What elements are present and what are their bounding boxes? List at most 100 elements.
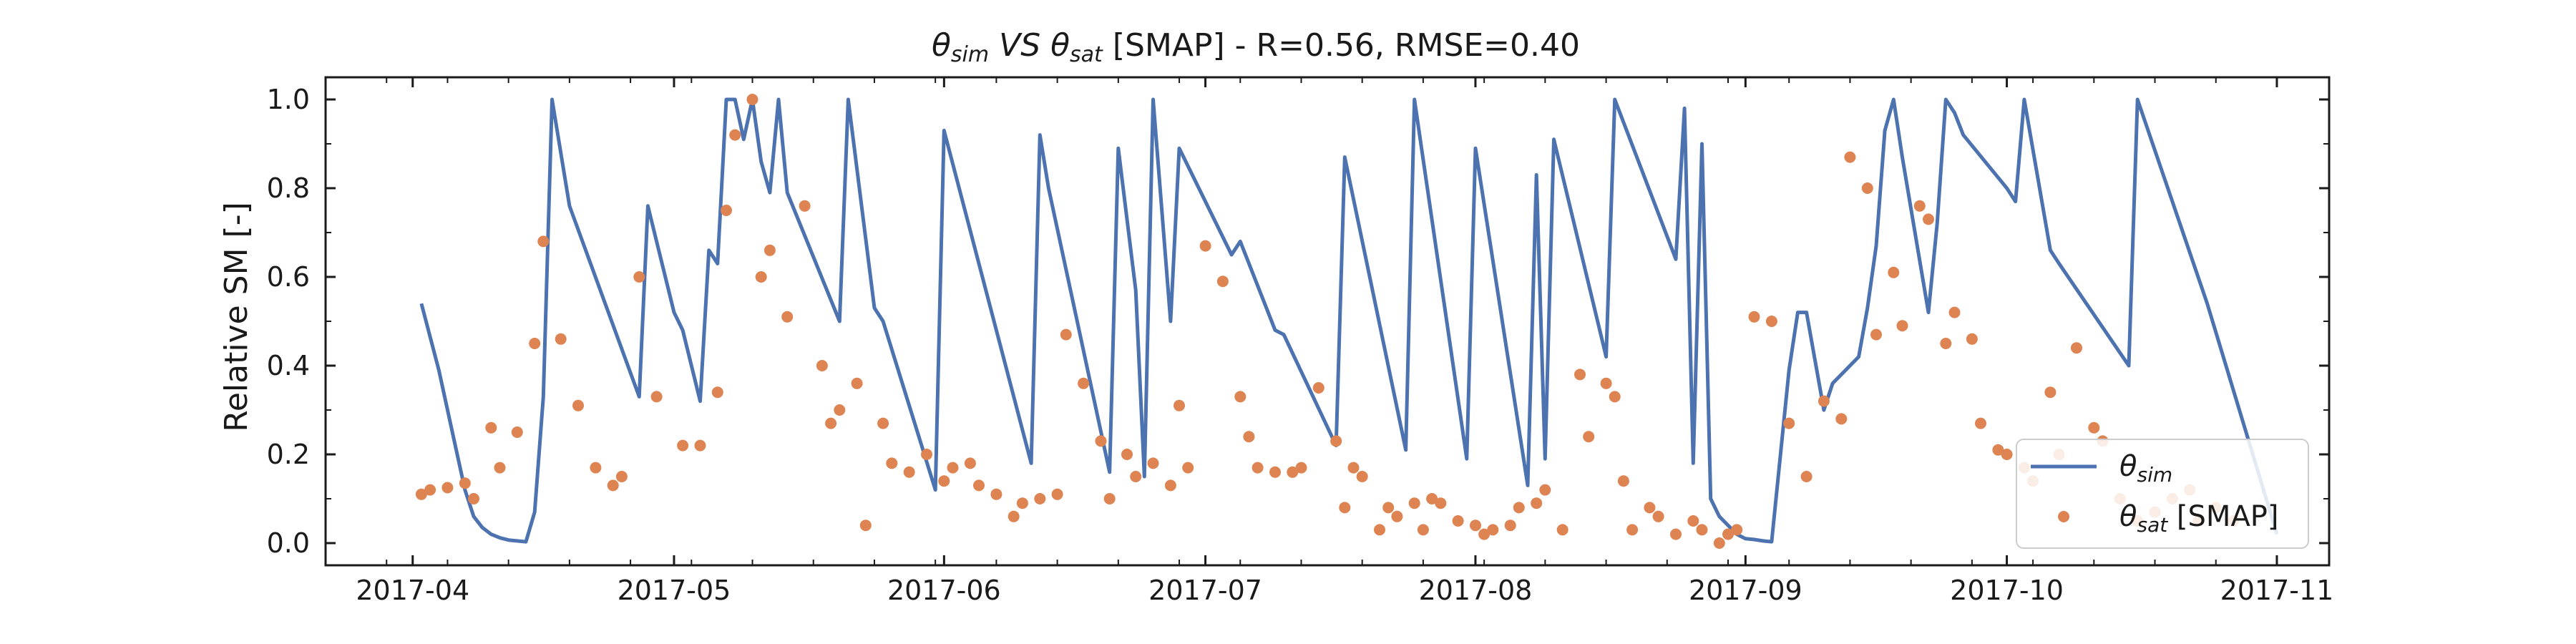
series-sat-point <box>1130 471 1142 482</box>
series-sat-point <box>781 311 794 323</box>
series-sat-point <box>2071 342 2082 354</box>
series-sat-point <box>2044 386 2057 399</box>
series-sat-point <box>555 333 567 345</box>
series-sat-point <box>1243 431 1255 443</box>
series-sat-point <box>494 462 506 474</box>
series-sat-point <box>1722 528 1734 540</box>
series-sat-point <box>485 421 497 434</box>
series-sat-point <box>877 417 889 429</box>
series-sat-point <box>1164 479 1176 492</box>
y-tick-label: 0.0 <box>267 527 310 559</box>
series-sat-point <box>1382 502 1395 514</box>
series-sat-point <box>1539 484 1551 496</box>
series-sim-line <box>419 97 2279 544</box>
series-sat-point <box>1417 524 1429 536</box>
series-sat-point <box>694 439 706 452</box>
plot-area: 0.0 0.2 0.4 0.6 0.8 1.0 2017-04 2017-05 2017-06 2… <box>267 76 2334 606</box>
series-sat-point <box>2001 449 2013 460</box>
series-sat-point <box>415 488 427 500</box>
series-sat-point <box>1199 240 1211 252</box>
series-sat-point <box>1008 510 1020 522</box>
series-sat-point <box>1556 524 1568 536</box>
series-sat-point <box>799 200 811 212</box>
series-sat-point <box>1452 515 1464 527</box>
series-sat-point <box>537 235 550 248</box>
series-sat-point <box>1896 320 1908 332</box>
series-sat-point <box>615 471 628 482</box>
series-sat-point <box>1713 537 1725 549</box>
series-sat-point <box>1478 528 1491 540</box>
y-tick-label: 0.4 <box>267 350 310 381</box>
x-tick-label: 2017-09 <box>1689 575 1802 606</box>
series-sat-point <box>1234 391 1246 403</box>
series-sat-point <box>572 399 584 411</box>
x-tick-label: 2017-08 <box>1419 575 1533 606</box>
series-sat-point <box>1940 338 1952 349</box>
y-tick-label: 0.2 <box>267 439 310 470</box>
series-sat-point <box>964 457 976 469</box>
series-sat-point <box>1966 333 1978 345</box>
series-sat-point <box>825 417 837 429</box>
series-sat-point <box>2088 421 2100 434</box>
series-sat-point <box>1312 382 1324 394</box>
series-sat-point <box>1095 435 1107 447</box>
series-sat-point <box>1818 395 1830 407</box>
axis-ticks: 0.0 0.2 0.4 0.6 0.8 1.0 2017-04 2017-05 2017-06 2… <box>267 77 2334 606</box>
series-sat-point <box>511 426 523 438</box>
series-sat-point <box>816 360 828 371</box>
series-sat-point <box>1583 431 1595 443</box>
x-tick-label: 2017-07 <box>1148 575 1262 606</box>
series-sat-point <box>1574 369 1586 381</box>
series-sat-point <box>1513 502 1525 514</box>
series-sat-point <box>1182 462 1194 474</box>
series-sat-group <box>415 94 2240 549</box>
series-sat-point <box>459 477 471 489</box>
series-sat-point <box>1374 524 1385 536</box>
series-sat-point <box>1644 502 1656 514</box>
series-sat-point <box>1652 510 1664 522</box>
series-sat-point <box>746 94 758 105</box>
series-sat-point <box>1174 399 1185 411</box>
series-sat-point <box>711 386 723 399</box>
legend-sat-swatch <box>2058 511 2069 522</box>
series-sat-point <box>1531 497 1543 509</box>
series-sat-point <box>851 377 863 389</box>
series-sat-point <box>1888 266 1900 278</box>
chart-title: θsim VS θsat [SMAP] - R=0.56, RMSE=0.40 <box>932 27 1580 67</box>
series-sat-point <box>1147 457 1159 469</box>
series-sat-point <box>1696 524 1708 536</box>
x-tick-label: 2017-04 <box>356 575 469 606</box>
series-sat-point <box>1609 391 1621 403</box>
series-sat-point <box>1330 435 1342 447</box>
series-sat-point <box>1975 417 1986 429</box>
series-sat-point <box>886 457 898 469</box>
series-sat-point <box>990 488 1002 500</box>
y-tick-label: 0.6 <box>267 261 310 293</box>
series-sat-point <box>1347 462 1360 474</box>
series-sat-point <box>1870 328 1882 341</box>
series-sat-point <box>441 482 454 494</box>
series-sat-point <box>1078 377 1090 389</box>
series-sat-point <box>1948 306 1961 318</box>
series-sat-point <box>1504 519 1516 532</box>
series-sat-point <box>1103 493 1116 504</box>
series-sat-point <box>1844 151 1856 163</box>
y-tick-label: 1.0 <box>267 84 310 115</box>
series-sat-point <box>1617 475 1629 487</box>
x-tick-label: 2017-06 <box>887 575 1001 606</box>
y-tick-label: 0.8 <box>267 172 310 204</box>
series-sat-point <box>1835 413 1848 425</box>
x-tick-label: 2017-11 <box>2220 575 2334 606</box>
series-sat-point <box>1470 519 1481 532</box>
series-sat-point <box>947 462 959 474</box>
series-sat-point <box>650 391 663 403</box>
series-sat-point <box>1252 462 1264 474</box>
series-sat-point <box>1016 497 1028 509</box>
series-sat-point <box>1356 471 1368 482</box>
series-sim-group <box>419 97 2279 544</box>
series-sat-point <box>1626 524 1639 536</box>
series-sat-point <box>729 129 741 141</box>
series-sat-point <box>1748 311 1760 323</box>
plot-frame <box>324 76 2331 567</box>
